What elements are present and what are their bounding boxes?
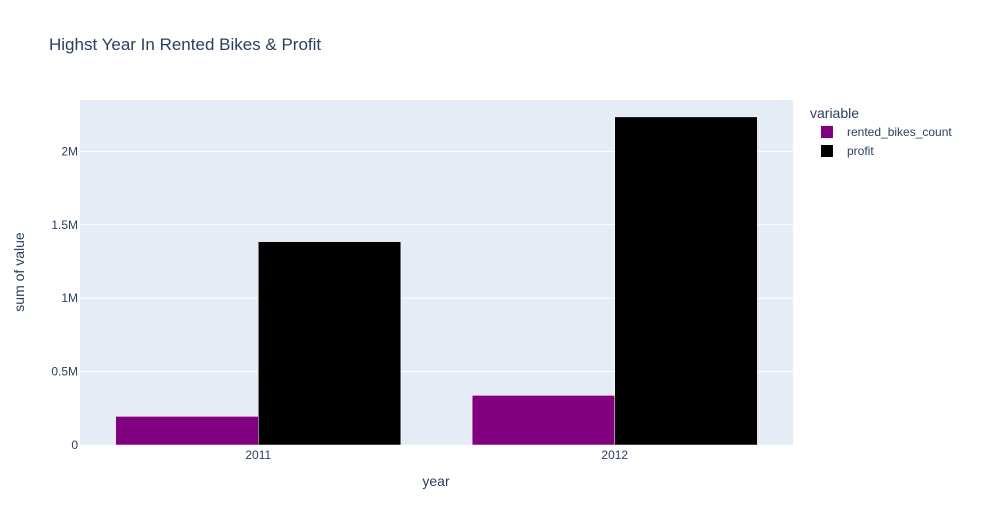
bar-rented_bikes_count-2011[interactable]	[115, 416, 259, 446]
bars	[115, 116, 758, 446]
legend-title: variable	[810, 105, 859, 121]
legend-swatch[interactable]	[821, 126, 833, 138]
bar-profit-2012[interactable]	[614, 116, 758, 446]
x-axis-title: year	[422, 473, 450, 489]
y-axis-title: sum of value	[11, 232, 27, 312]
y-tick-label: 2M	[61, 144, 78, 158]
legend-label[interactable]: profit	[847, 144, 874, 158]
x-axis-ticks: 2011 2012	[245, 448, 628, 462]
legend-label[interactable]: rented_bikes_count	[847, 125, 952, 139]
x-tick-label: 2012	[601, 448, 628, 462]
bar-rented_bikes_count-2012[interactable]	[471, 395, 615, 446]
y-tick-label: 0.5M	[51, 365, 78, 379]
y-axis-ticks: 0 0.5M 1M 1.5M 2M	[51, 144, 78, 452]
x-tick-label: 2011	[245, 448, 271, 462]
y-tick-label: 1.5M	[51, 218, 78, 232]
legend-swatch[interactable]	[821, 145, 833, 157]
y-tick-label: 0	[71, 438, 78, 452]
y-tick-label: 1M	[61, 291, 78, 305]
chart-title: Highst Year In Rented Bikes & Profit	[49, 35, 321, 54]
bar-profit-2011[interactable]	[258, 241, 402, 446]
